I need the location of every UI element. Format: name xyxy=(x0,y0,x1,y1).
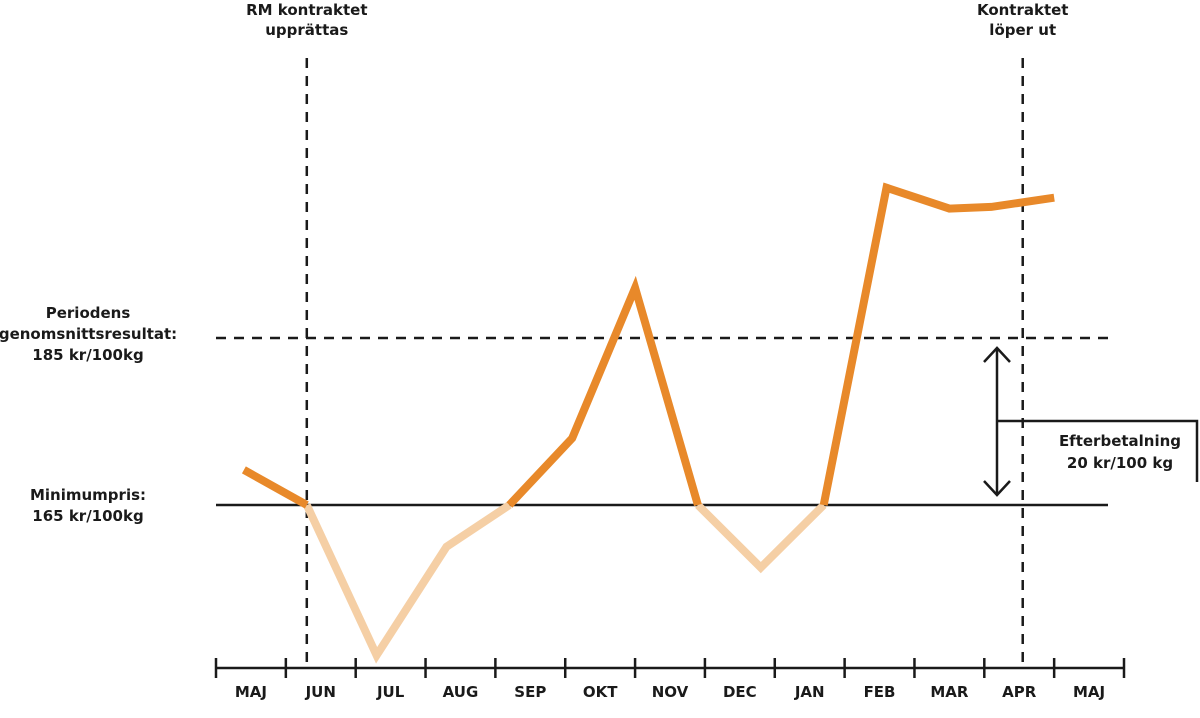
annotation-bracket xyxy=(997,419,1199,482)
price-line-below-minimum xyxy=(695,502,827,574)
price-line-below-minimum xyxy=(303,501,512,664)
x-tick-label: NOV xyxy=(652,683,689,701)
x-tick-label: APR xyxy=(1002,683,1037,701)
difference-arrow-head-top xyxy=(983,346,1011,363)
average-result-label: Periodens genomsnittsresultat: 185 kr/100k… xyxy=(0,304,177,364)
x-tick-label: FEB xyxy=(864,683,896,701)
event-label-2: Kontraktet löper ut xyxy=(977,1,1069,39)
price-line-above-minimum xyxy=(819,182,1055,506)
x-tick-label: AUG xyxy=(443,683,479,701)
price-line-above-minimum xyxy=(506,275,702,508)
x-tick-label: JUN xyxy=(305,683,336,701)
event-label-1: RM kontraktet upprättas xyxy=(246,1,367,39)
x-tick-label: JAN xyxy=(794,683,825,701)
x-tick-label: DEC xyxy=(723,683,757,701)
price-line-above-minimum xyxy=(241,466,309,509)
annotation-label: Efterbetalning 20 kr/100 kg xyxy=(1059,432,1181,472)
x-tick-label: MAJ xyxy=(235,683,267,701)
x-tick-label: MAJ xyxy=(1073,683,1105,701)
x-tick-label: SEP xyxy=(514,683,546,701)
x-tick-label: OKT xyxy=(583,683,618,701)
x-tick-label: JUL xyxy=(376,683,405,701)
minimum-price-label: Minimumpris: 165 kr/100kg xyxy=(30,486,146,525)
x-tick-label: MAR xyxy=(930,683,969,701)
difference-arrow-head-bottom xyxy=(983,480,1011,497)
